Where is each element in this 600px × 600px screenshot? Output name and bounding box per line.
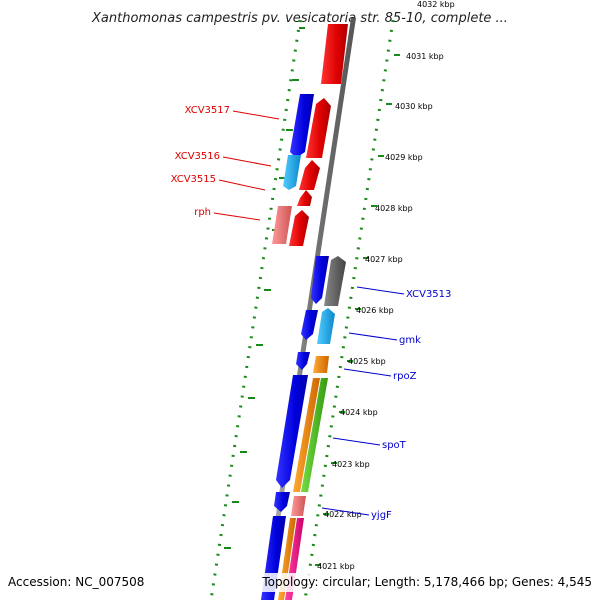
gene-yjgf-blue[interactable] [274,492,290,512]
ring-major-ticks [224,27,400,566]
tick-label: 4022 kbp [324,510,362,519]
label-rph[interactable]: rph [194,207,211,218]
gene-xcv3513-blue[interactable] [311,256,329,304]
gene-spot-blue[interactable] [276,375,308,488]
gene-spot-orange[interactable] [293,378,320,492]
tick-label: 4026 kbp [356,306,394,315]
tick-label: 4023 kbp [332,460,370,469]
gene-arrow-forward[interactable] [321,24,348,84]
genome-summary-text: Topology: circular; Length: 5,178,466 bp… [261,575,592,589]
tick-label: 4021 kbp [317,562,355,571]
tick-label: 4027 kbp [365,255,403,264]
tick-label: 4024 kbp [340,408,378,417]
right-gene-labels: XCV3513 gmk rpoZ spoT yjgF [321,286,451,521]
label-xcv3515[interactable]: XCV3515 [171,174,216,185]
summary-backdrop [258,573,596,592]
label-yjgf[interactable]: yjgF [371,510,392,521]
label-xcv3513[interactable]: XCV3513 [406,289,451,300]
gene-xcv3516[interactable] [283,155,301,190]
gene-gmk[interactable] [317,308,335,344]
gene-arrow-xcv3515-region[interactable] [297,190,312,206]
kbp-tick-labels: 4032 kbp 4031 kbp 4030 kbp 4029 kbp 4028… [317,0,455,571]
gene-rpoz-blue[interactable] [296,352,310,370]
gene-xcv3517[interactable] [290,94,314,158]
gene-spot[interactable] [301,378,328,492]
gene-rpoz[interactable] [313,356,329,373]
gene-yjgf[interactable] [291,496,306,516]
gene-arrow-rph-region[interactable] [289,210,309,246]
label-spot[interactable]: spoT [382,440,407,451]
gene-arrow-xcv3517-region[interactable] [306,98,331,158]
gene-rph[interactable] [272,206,292,244]
label-rpoz[interactable]: rpoZ [393,371,417,382]
tick-label: 4028 kbp [375,204,413,213]
tick-label: 4029 kbp [385,153,423,162]
tick-label: 4032 kbp [417,0,455,9]
accession-text: Accession: NC_007508 [8,575,144,589]
gene-arrow-xcv3516-region[interactable] [299,160,320,190]
tick-label: 4025 kbp [348,357,386,366]
label-xcv3516[interactable]: XCV3516 [175,151,220,162]
gene-gmk-blue[interactable] [301,310,318,340]
label-xcv3517[interactable]: XCV3517 [185,105,230,116]
left-gene-labels: XCV3517 XCV3516 XCV3515 rph [171,105,280,221]
gene-xcv3513[interactable] [324,256,346,306]
tick-label: 4030 kbp [395,102,433,111]
label-gmk[interactable]: gmk [399,335,421,346]
tick-label: 4031 kbp [406,52,444,61]
map-title: Xanthomonas campestris pv. vesicatoria s… [91,11,508,26]
